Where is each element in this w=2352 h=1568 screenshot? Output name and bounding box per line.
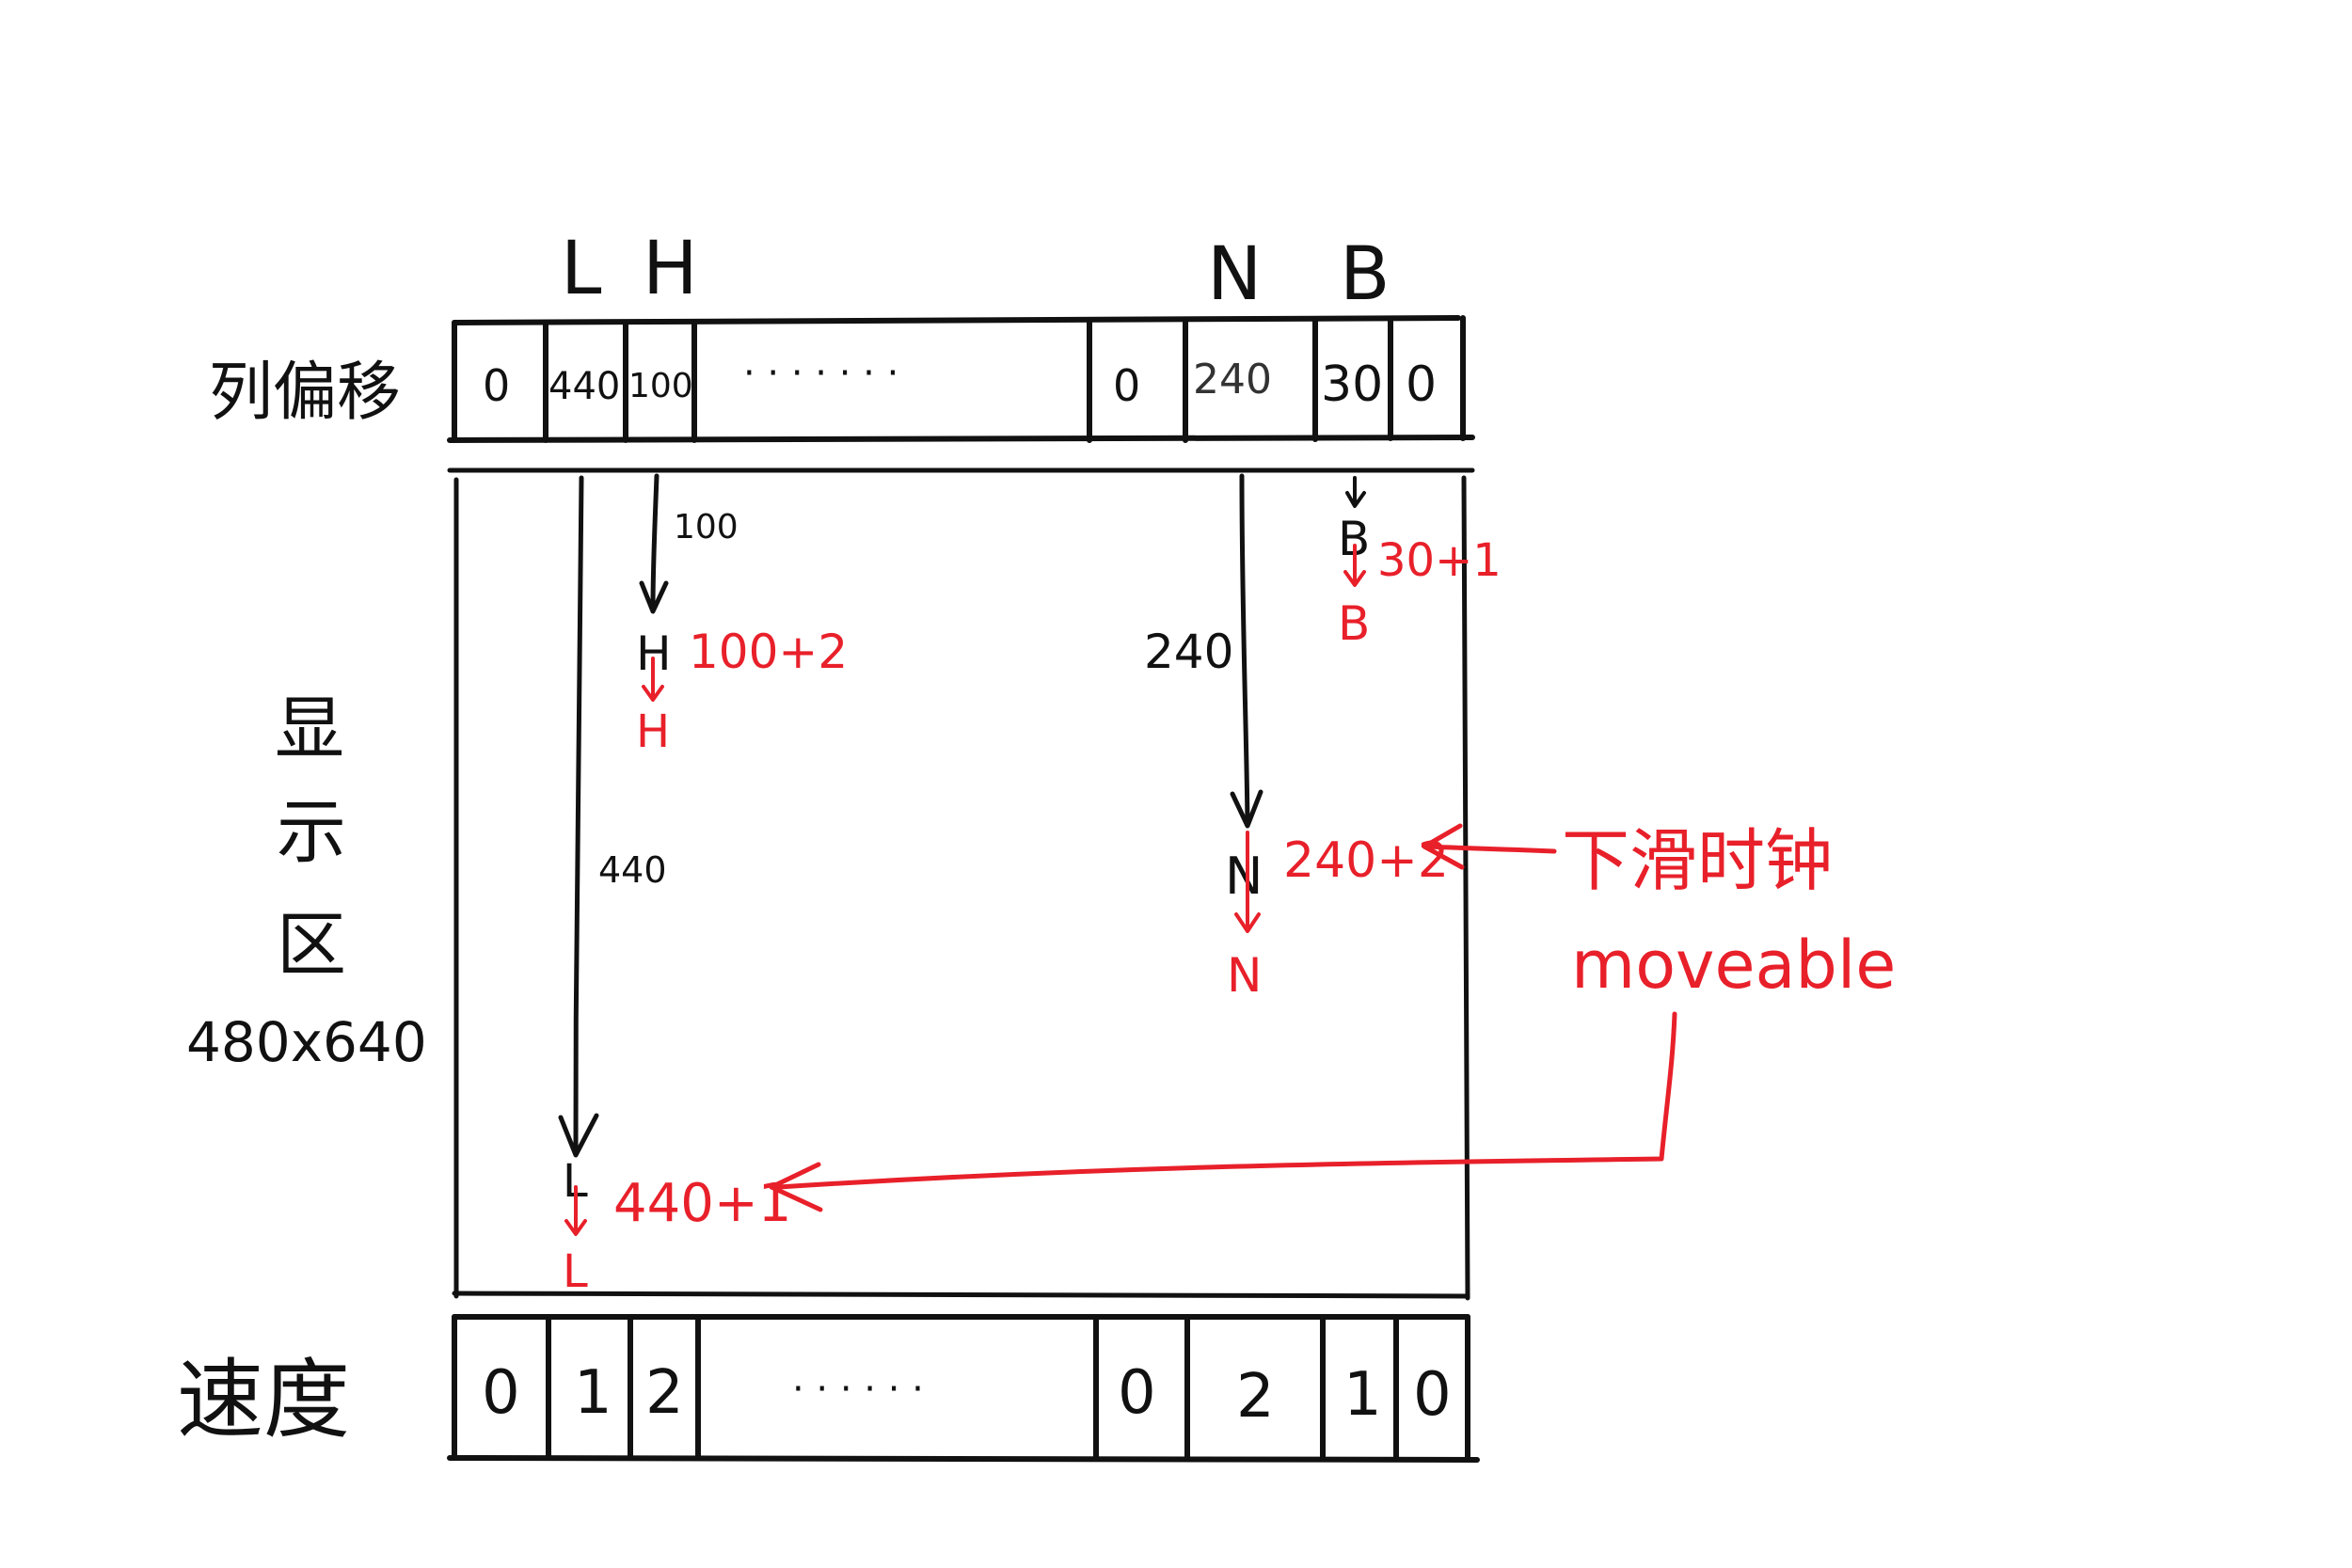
label-b-update: 30+1 [1377,534,1502,587]
offset-cell-gap: · · · · · · · [743,352,898,395]
letter-n-new: N [1227,948,1262,1003]
speed-cell-b: 1 [1343,1360,1382,1430]
display-area-label-char-2: 示 [277,792,346,873]
offset-cell-n: 240 [1193,356,1272,404]
speed-cell-0: 0 [482,1358,520,1428]
column-letter-n: N [1207,232,1262,317]
display-area-label-char-3: 区 [277,905,346,986]
speed-cell-before-n: 0 [1118,1358,1156,1428]
column-n-track: 240 N N 240+2 [1144,473,1449,1003]
arrow-n-fall [1239,473,1250,827]
arrow-b-step [1343,544,1366,587]
label-l-offset: 440 [598,849,667,891]
arrow-l-fall [573,475,584,1155]
speed-row-values: 0 1 2 · · · · · · 0 2 1 0 [482,1358,1452,1432]
speed-cell-h: 2 [645,1358,684,1428]
offset-row-label: 列偏移 [209,356,401,430]
speed-cell-gap: · · · · · · [792,1368,924,1411]
offset-cell-l: 440 [548,365,620,408]
label-n-offset: 240 [1144,625,1233,679]
speed-row-table [447,1314,1480,1463]
column-letter-b: B [1340,232,1391,317]
letter-n-old: N [1225,847,1263,906]
arrow-h-fall [650,473,660,612]
letter-h-new: H [636,705,670,758]
arrow-moveable-to-l [776,1011,1677,1190]
column-h-track: 100 H H 100+2 [636,473,848,758]
speed-cell-end: 0 [1413,1360,1452,1430]
speed-cell-n: 2 [1236,1362,1275,1432]
arrowhead-l-fall [558,1113,599,1158]
letter-b-new: B [1338,596,1370,651]
arrow-h-step [642,657,664,702]
offset-cell-end: 0 [1406,356,1437,413]
display-area-label-char-1: 显 [275,689,344,769]
arrow-b-fall [1345,476,1366,508]
clock-annotation: 下滑时钟 moveable [769,821,1896,1212]
speed-cell-l: 1 [574,1358,612,1428]
arrowhead-clock-to-n [1422,823,1465,870]
arrowhead-h-fall [639,580,669,614]
label-h-offset: 100 [674,508,739,546]
label-h-update: 100+2 [689,625,848,679]
offset-cell-b: 30 [1321,356,1383,413]
label-n-update: 240+2 [1283,832,1449,889]
column-b-track: B B 30+1 [1338,476,1502,651]
offset-row-table [447,315,1475,443]
letter-l-new: L [563,1245,588,1298]
column-letters: L H N B [561,227,1391,317]
arrow-clock-to-n [1425,844,1557,854]
label-l-update: 440+1 [613,1173,791,1234]
column-letter-l: L [561,227,602,311]
arrow-n-step [1234,831,1261,933]
arrow-l-step [564,1185,587,1236]
offset-row-values: 0 440 100 · · · · · · · 0 240 30 0 [483,352,1437,413]
column-letter-h: H [643,227,698,311]
moveable-label: moveable [1571,927,1896,1004]
column-l-track: 440 L L 440+1 [558,475,791,1298]
speed-row-label: 速度 [177,1350,350,1450]
clock-label: 下滑时钟 [1562,821,1833,900]
display-area-label: 显 示 区 480x640 [186,689,427,1074]
offset-cell-h: 100 [628,367,693,405]
arrowhead-n-fall [1230,789,1263,829]
arrowhead-moveable-to-l [769,1162,823,1212]
offset-cell-before-n: 0 [1113,360,1140,411]
offset-cell-0: 0 [483,360,510,411]
display-area-size: 480x640 [186,1010,427,1074]
